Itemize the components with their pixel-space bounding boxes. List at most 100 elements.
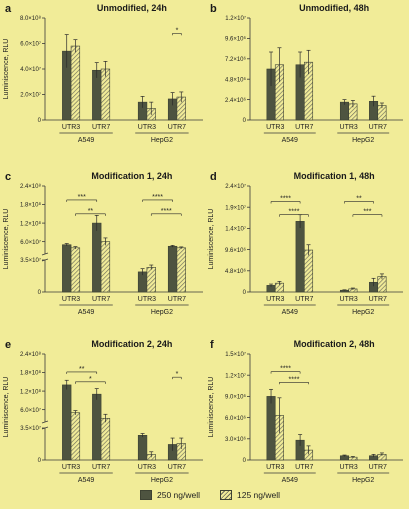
panel-c-bar-125 bbox=[146, 267, 156, 293]
panel-e-y-label: Luminiscence, RLU bbox=[3, 377, 10, 438]
panel-f-category-label: UTR7 bbox=[295, 464, 313, 471]
panel-b-group-label: HepG2 bbox=[352, 137, 374, 144]
panel-f-y-tick-label: 1.5×10⁷ bbox=[225, 351, 246, 358]
panel-a-title: Unmodified, 24h bbox=[97, 3, 167, 13]
panel-a-category-label: UTR7 bbox=[92, 124, 110, 131]
panel-c-category-label: UTR3 bbox=[62, 296, 80, 303]
panel-b-category-label: UTR3 bbox=[266, 124, 284, 131]
panel-c-bar-250 bbox=[92, 222, 102, 293]
panel-b-title: Unmodified, 48h bbox=[299, 3, 369, 13]
panel-e-category-label: UTR7 bbox=[168, 464, 186, 471]
panel-d-group-label: A549 bbox=[282, 309, 298, 316]
panel-e-y-tick-label: 3.5×10⁷ bbox=[20, 425, 41, 432]
panel-f-y-label: Luminiscence, RLU bbox=[208, 377, 215, 438]
panel-a-y-tick-label: 8.0×10⁸ bbox=[20, 15, 42, 22]
legend-label-125: 125 ng/well bbox=[237, 490, 281, 500]
panel-e-y-tick-label: 2.4×10⁸ bbox=[20, 351, 42, 358]
panel-d-y-tick-label: 2.4×10⁷ bbox=[225, 183, 246, 190]
panel-c-category-label: UTR7 bbox=[92, 296, 110, 303]
panel-c-category-label: UTR3 bbox=[138, 296, 156, 303]
panel-a-category-label: UTR7 bbox=[168, 124, 186, 131]
panel-d-y-tick-label: 1.4×10⁷ bbox=[225, 226, 246, 233]
legend-item-250: 250 ng/well bbox=[140, 490, 200, 500]
panel-c-group-label: HepG2 bbox=[151, 309, 173, 316]
legend-item-125: 125 ng/well bbox=[220, 490, 280, 500]
panel-d-significance-label: **** bbox=[289, 209, 300, 216]
panel-f-group-label: HepG2 bbox=[352, 477, 374, 484]
panel-d-bar-125 bbox=[304, 249, 314, 293]
panel-c-bar-250 bbox=[62, 244, 72, 293]
panel-c-category-label: UTR7 bbox=[168, 296, 186, 303]
panel-f-y-tick-label: 6.0×10⁶ bbox=[225, 415, 247, 422]
panel-e-significance-label: ** bbox=[79, 366, 85, 373]
panel-e-bar-125 bbox=[70, 412, 81, 461]
panel-a-group-label: HepG2 bbox=[151, 137, 173, 144]
panel-c-bar-125 bbox=[100, 241, 111, 293]
panel-c-bar-250 bbox=[167, 245, 178, 293]
panel-c-y-tick-label: 0 bbox=[38, 290, 42, 296]
panel-e-y-tick-label: 1.8×10⁸ bbox=[20, 370, 42, 377]
legend-swatch-hatched bbox=[220, 490, 232, 500]
panel-c-y-tick-label: 1.8×10⁸ bbox=[20, 202, 42, 209]
panel-e-y-tick-label: 1.2×10⁸ bbox=[20, 388, 42, 395]
panel-c-y-tick-label: 3.5×10⁷ bbox=[20, 257, 41, 264]
panel-e-letter: e bbox=[5, 339, 11, 351]
panel-c-bar-125 bbox=[176, 247, 186, 293]
panel-a-letter: a bbox=[5, 3, 12, 15]
panel-c-y-label: Luminiscence, RLU bbox=[3, 209, 10, 270]
panel-d-y-tick-label: 1.9×10⁷ bbox=[225, 204, 246, 211]
panel-e-bar-250 bbox=[92, 393, 102, 461]
panel-f-significance-label: **** bbox=[289, 376, 300, 383]
panel-d-y-label: Luminiscence, RLU bbox=[208, 209, 215, 270]
panel-f-y-tick-label: 3.0×10⁶ bbox=[225, 436, 247, 443]
legend: 250 ng/well 125 ng/well bbox=[0, 490, 409, 506]
panel-f-bar-250 bbox=[266, 396, 276, 461]
panel-f-category-label: UTR3 bbox=[340, 464, 358, 471]
panel-e-significance-label: * bbox=[176, 371, 179, 378]
panel-b-y-tick-label: 7.2×10⁶ bbox=[225, 56, 247, 63]
panel-d-y-tick-label: 9.6×10⁶ bbox=[225, 247, 247, 254]
panel-e-group-label: HepG2 bbox=[151, 477, 173, 484]
panel-d-group-label: HepG2 bbox=[352, 309, 374, 316]
panel-f-y-tick-label: 1.2×10⁷ bbox=[225, 372, 246, 379]
panel-d-bar-250 bbox=[295, 221, 305, 293]
panel-d-significance-label: ** bbox=[356, 195, 362, 202]
panel-c-bar-125 bbox=[70, 247, 81, 293]
panel-a-y-tick-label: 0 bbox=[38, 118, 42, 124]
panel-e-bar-250 bbox=[137, 435, 148, 461]
panel-d-significance-label: *** bbox=[363, 209, 371, 216]
panel-e-significance-label: * bbox=[89, 376, 92, 383]
panel-b-bar-250 bbox=[339, 101, 349, 121]
panel-c-title: Modification 1, 24h bbox=[91, 171, 172, 181]
panel-e-bar-250 bbox=[62, 384, 72, 461]
panel-f-title: Modification 2, 48h bbox=[294, 339, 375, 349]
panel-f-letter: f bbox=[210, 339, 214, 351]
panel-d-category-label: UTR7 bbox=[369, 296, 387, 303]
panel-e-y-tick-label: 6.0×10⁷ bbox=[20, 407, 41, 414]
panel-f-category-label: UTR3 bbox=[266, 464, 284, 471]
panel-d-y-tick-label: 0 bbox=[243, 290, 247, 296]
panel-d-title: Modification 1, 48h bbox=[294, 171, 375, 181]
panel-e-group-label: A549 bbox=[78, 477, 94, 484]
panel-d-category-label: UTR3 bbox=[340, 296, 358, 303]
panel-b-y-tick-label: 2.4×10⁶ bbox=[225, 97, 247, 104]
panel-a-category-label: UTR3 bbox=[138, 124, 156, 131]
panel-a-y-label: Luminiscence, RLU bbox=[3, 39, 10, 100]
panel-f-y-tick-label: 0 bbox=[243, 458, 247, 464]
panel-a-y-tick-label: 4.0×10⁷ bbox=[20, 66, 41, 73]
panel-b-category-label: UTR7 bbox=[295, 124, 313, 131]
panel-b-letter: b bbox=[210, 3, 217, 15]
figure-canvas: 0 2.0×10⁷ 4.0×10⁷ 6.0×10⁷ 8.0×10⁸ Unmodified,… bbox=[3, 3, 403, 484]
panel-f-significance-label: **** bbox=[280, 366, 291, 373]
panel-e-category-label: UTR7 bbox=[92, 464, 110, 471]
legend-swatch-solid bbox=[140, 490, 152, 500]
panel-c-significance-label: **** bbox=[152, 194, 163, 201]
panel-c-significance-label: *** bbox=[78, 194, 86, 201]
panel-d-letter: d bbox=[210, 171, 217, 183]
panel-e-category-label: UTR3 bbox=[62, 464, 80, 471]
panel-b-y-tick-label: 4.8×10⁶ bbox=[225, 76, 247, 83]
panel-a-category-label: UTR3 bbox=[62, 124, 80, 131]
panel-d-y-tick-label: 4.8×10⁶ bbox=[225, 268, 247, 275]
panel-b-y-tick-label: 9.6×10⁶ bbox=[225, 36, 247, 43]
